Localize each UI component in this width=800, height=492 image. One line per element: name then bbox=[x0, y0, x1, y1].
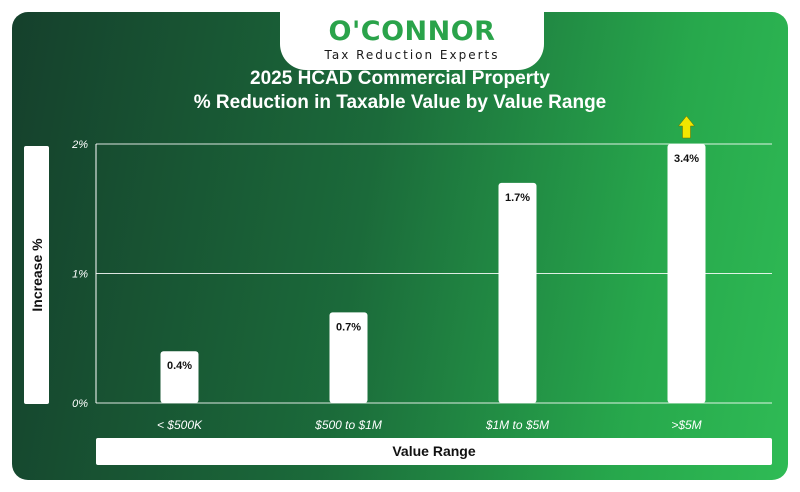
x-tick-label: $1M to $5M bbox=[485, 418, 549, 432]
y-tick-label: 2% bbox=[71, 139, 88, 151]
x-tick-label: $500 to $1M bbox=[314, 418, 382, 432]
bar bbox=[667, 144, 706, 403]
chart-title-block: 2025 HCAD Commercial Property % Reductio… bbox=[0, 67, 800, 115]
logo-tab: O'CONNOR Tax Reduction Experts bbox=[280, 12, 544, 70]
bar-data-label: 3.4% bbox=[674, 153, 699, 165]
brand-tagline: Tax Reduction Experts bbox=[324, 48, 500, 62]
chart-title: 2025 HCAD Commercial Property bbox=[250, 68, 550, 89]
up-arrow-icon bbox=[677, 115, 696, 139]
chart-card: O'CONNOR Tax Reduction Experts bbox=[12, 12, 788, 480]
x-tick-label: < $500K bbox=[157, 418, 203, 432]
bar-data-label: 1.7% bbox=[505, 192, 530, 204]
x-axis-label: Value Range bbox=[96, 438, 772, 465]
brand-logo: O'CONNOR bbox=[328, 16, 496, 47]
y-tick-label: 0% bbox=[72, 398, 88, 410]
bar bbox=[498, 182, 537, 403]
y-tick-label: 1% bbox=[72, 269, 88, 281]
bar-data-label: 0.7% bbox=[336, 321, 361, 333]
bar-data-label: 0.4% bbox=[167, 360, 192, 372]
chart-subtitle: % Reduction in Taxable Value by Value Ra… bbox=[193, 92, 607, 113]
bar bbox=[329, 312, 368, 403]
y-axis-label-box bbox=[24, 146, 49, 404]
bar bbox=[160, 351, 199, 403]
x-tick-label: >$5M bbox=[671, 418, 701, 432]
